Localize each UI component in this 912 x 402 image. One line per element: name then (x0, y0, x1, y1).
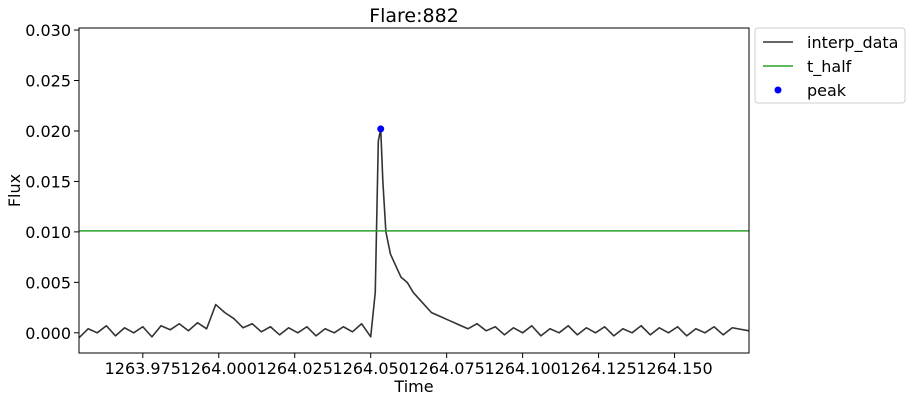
y-tick-label: 0.020 (25, 122, 71, 141)
x-tick-label: 1264.150 (636, 359, 712, 378)
y-tick-label: 0.005 (25, 273, 71, 292)
x-tick-label: 1264.075 (408, 359, 484, 378)
series-line-interp_data (79, 128, 749, 339)
legend-label-interp_data: interp_data (807, 33, 898, 53)
y-axis-ticks: 0.000 0.005 0.010 0.015 0.020 0.025 0.030 (25, 21, 79, 343)
x-tick-label: 1264.000 (181, 359, 257, 378)
y-tick-label: 0.000 (25, 324, 71, 343)
legend-label-t_half: t_half (807, 57, 852, 77)
x-tick-label: 1264.125 (560, 359, 636, 378)
legend-marker-peak (774, 86, 782, 94)
y-tick-label: 0.010 (25, 223, 71, 242)
legend-box (754, 27, 906, 104)
x-tick-label: 1264.025 (257, 359, 333, 378)
x-tick-label: 1263.975 (105, 359, 181, 378)
x-tick-label: 1264.100 (484, 359, 560, 378)
x-tick-label: 1264.050 (333, 359, 409, 378)
legend-label-peak: peak (807, 81, 847, 100)
y-axis-label: Flux (5, 174, 24, 207)
plot-content (79, 125, 749, 339)
scatter-point-peak (377, 125, 385, 133)
y-tick-label: 0.015 (25, 172, 71, 191)
y-tick-label: 0.030 (25, 21, 71, 40)
chart-title: Flare:882 (369, 5, 459, 27)
x-axis-label: Time (393, 377, 433, 396)
x-axis-ticks: 1263.975 1264.000 1264.025 1264.050 1264.075… (105, 353, 713, 378)
plot-frame (78, 27, 750, 354)
y-tick-label: 0.025 (25, 71, 71, 90)
